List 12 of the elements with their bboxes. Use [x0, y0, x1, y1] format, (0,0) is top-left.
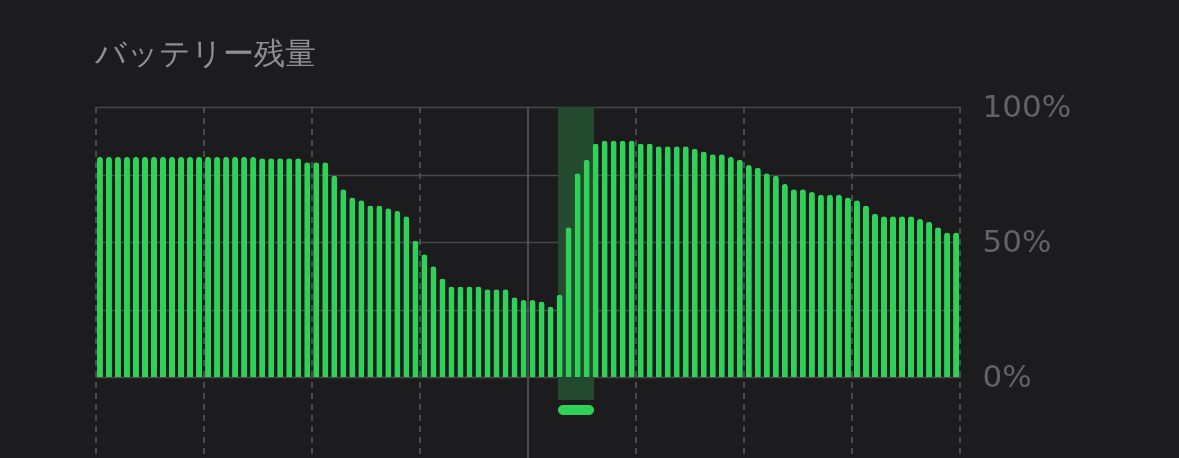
y-tick-label: 0%: [982, 357, 1032, 394]
bar: [889, 216, 897, 377]
bar: [898, 216, 906, 377]
chart-title: バッテリー残量: [94, 35, 317, 71]
y-tick-label: 100%: [982, 87, 1072, 124]
bar: [880, 216, 887, 377]
bar: [150, 156, 158, 377]
bar: [159, 156, 167, 377]
bar: [908, 216, 915, 377]
y-tick-label: 50%: [982, 222, 1052, 259]
bar: [169, 156, 176, 377]
bar: [141, 156, 148, 377]
